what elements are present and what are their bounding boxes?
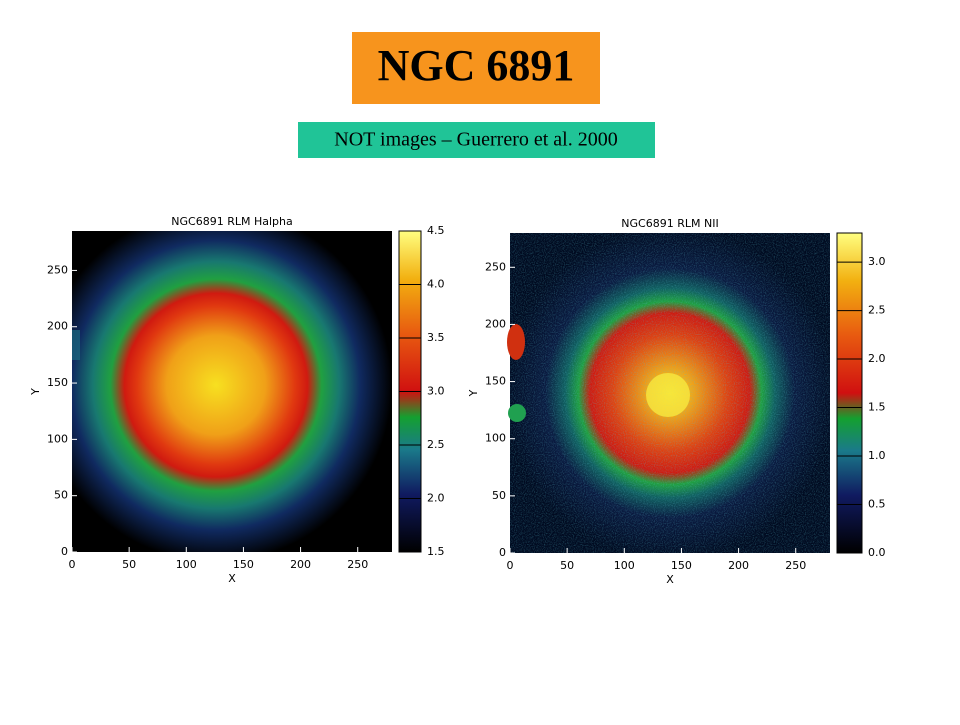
x-axis-label: X [228, 572, 236, 585]
colorbar-tick-label: 0.5 [868, 498, 886, 511]
image-detail [507, 324, 525, 360]
slide-title: NGC 6891 [378, 41, 575, 90]
y-tick-label: 250 [485, 260, 506, 273]
colorbar-tick-label: 0.0 [868, 546, 886, 559]
colorbar-tick-label: 2.5 [427, 438, 445, 451]
colorbar-tick-label: 4.5 [427, 224, 445, 237]
title-box [352, 32, 600, 104]
y-tick-label: 200 [47, 320, 68, 333]
y-tick-label: 50 [54, 489, 68, 502]
y-tick-label: 50 [492, 489, 506, 502]
y-tick-label: 250 [47, 263, 68, 276]
x-tick-label: 50 [122, 558, 136, 571]
y-tick-label: 100 [47, 432, 68, 445]
x-tick-label: 0 [507, 559, 514, 572]
colorbar-tick-label: 2.0 [427, 492, 445, 505]
colorbar-tick-label: 3.5 [427, 331, 445, 344]
subtitle-box [298, 122, 655, 158]
image-detail [508, 404, 526, 422]
x-tick-label: 200 [290, 558, 311, 571]
colorbar-tick-label: 3.0 [868, 255, 886, 268]
colorbar-tick-label: 2.5 [868, 304, 886, 317]
colorbar-tick-label: 1.0 [868, 449, 886, 462]
y-axis-label: Y [29, 388, 42, 396]
panel-title: NGC6891 RLM NII [621, 217, 718, 230]
x-tick-label: 100 [614, 559, 635, 572]
y-tick-label: 150 [47, 376, 68, 389]
x-tick-label: 150 [233, 558, 254, 571]
x-tick-label: 0 [69, 558, 76, 571]
image [72, 231, 392, 552]
x-tick-label: 150 [671, 559, 692, 572]
colorbar-tick-label: 4.0 [427, 278, 445, 291]
y-tick-label: 150 [485, 375, 506, 388]
x-tick-label: 100 [176, 558, 197, 571]
subtitle: NOT images – Guerrero et al. 2000 [334, 129, 617, 151]
colorbar [836, 232, 863, 554]
panel-title: NGC6891 RLM Halpha [171, 215, 292, 228]
colorbar-tick-label: 3.0 [427, 385, 445, 398]
image-detail [646, 373, 690, 417]
x-tick-label: 50 [560, 559, 574, 572]
colorbar-tick-label: 1.5 [868, 401, 886, 414]
y-axis-label: Y [467, 389, 480, 397]
y-tick-label: 0 [499, 546, 506, 559]
x-tick-label: 200 [728, 559, 749, 572]
y-tick-label: 100 [485, 432, 506, 445]
y-tick-label: 200 [485, 317, 506, 330]
x-tick-label: 250 [347, 558, 368, 571]
colorbar-tick-label: 1.5 [427, 545, 445, 558]
x-axis-label: X [666, 573, 674, 586]
image-detail [72, 330, 80, 360]
x-tick-label: 250 [785, 559, 806, 572]
y-tick-label: 0 [61, 545, 68, 558]
colorbar-tick-label: 2.0 [868, 352, 886, 365]
